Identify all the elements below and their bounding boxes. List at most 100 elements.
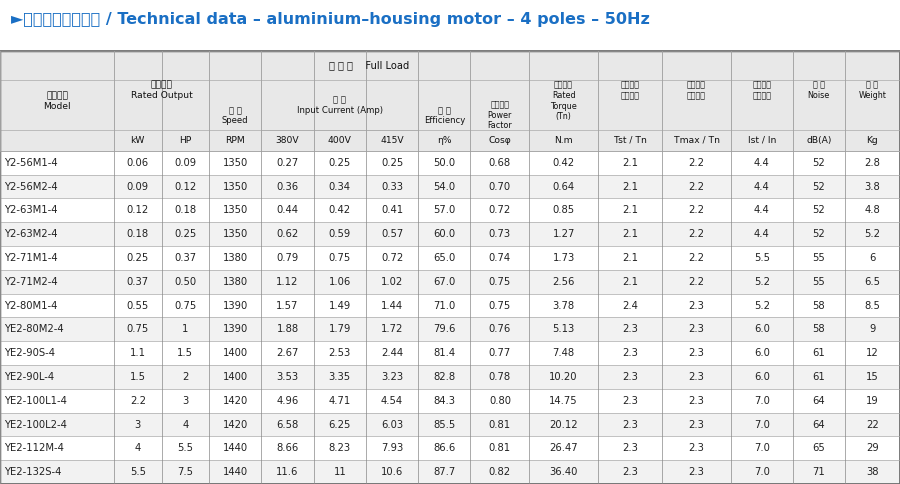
Text: 4.4: 4.4	[754, 229, 770, 239]
Text: 2.3: 2.3	[688, 348, 705, 358]
Text: 堵转转矩
额定转矩: 堵转转矩 额定转矩	[621, 81, 640, 100]
Text: 2.3: 2.3	[622, 348, 638, 358]
Text: 额定转矩
Rated
Torque
(Tn): 额定转矩 Rated Torque (Tn)	[550, 81, 577, 121]
Text: 额定功率
Rated Output: 额定功率 Rated Output	[130, 81, 193, 100]
Text: 12: 12	[866, 348, 878, 358]
Text: 0.75: 0.75	[328, 253, 351, 263]
Text: 87.7: 87.7	[433, 467, 455, 477]
Text: 4: 4	[182, 420, 188, 429]
Text: 1.73: 1.73	[553, 253, 575, 263]
Text: YE2-80M2-4: YE2-80M2-4	[4, 324, 64, 334]
Text: 65.0: 65.0	[433, 253, 455, 263]
Text: Y2-63M1-4: Y2-63M1-4	[4, 205, 58, 215]
Text: 2.2: 2.2	[688, 253, 705, 263]
Text: 4: 4	[135, 443, 141, 454]
Text: 0.37: 0.37	[175, 253, 196, 263]
Text: 5.5: 5.5	[753, 253, 770, 263]
Text: YE2-112M-4: YE2-112M-4	[4, 443, 65, 454]
Text: Y2-56M1-4: Y2-56M1-4	[4, 158, 59, 168]
Text: 2.3: 2.3	[688, 396, 705, 406]
Text: 2.53: 2.53	[328, 348, 351, 358]
Text: 7.93: 7.93	[381, 443, 403, 454]
Text: 电 流
Input Current (Amp): 电 流 Input Current (Amp)	[297, 95, 382, 115]
Text: 11.6: 11.6	[276, 467, 299, 477]
Text: 64: 64	[813, 420, 825, 429]
Text: 64: 64	[813, 396, 825, 406]
Text: 52: 52	[813, 182, 825, 192]
Text: 0.77: 0.77	[489, 348, 511, 358]
Bar	[0, 270, 900, 294]
Text: 61: 61	[813, 372, 825, 382]
Text: 82.8: 82.8	[433, 372, 455, 382]
Text: 2.3: 2.3	[688, 420, 705, 429]
Text: 0.33: 0.33	[381, 182, 403, 192]
Bar	[0, 389, 900, 413]
Text: 8.66: 8.66	[276, 443, 299, 454]
Text: 满 载 时    Full Load: 满 载 时 Full Load	[329, 60, 410, 71]
Text: 1.5: 1.5	[177, 348, 194, 358]
Text: 2.1: 2.1	[622, 253, 638, 263]
Text: 1.1: 1.1	[130, 348, 146, 358]
Text: 6.5: 6.5	[864, 277, 880, 287]
Text: 6: 6	[869, 253, 876, 263]
Text: 5.2: 5.2	[864, 229, 880, 239]
Text: 0.25: 0.25	[381, 158, 403, 168]
Text: 0.76: 0.76	[489, 324, 511, 334]
Text: 38: 38	[866, 467, 878, 477]
Text: 2.4: 2.4	[622, 301, 638, 311]
Text: RPM: RPM	[225, 136, 245, 145]
Text: 6.0: 6.0	[754, 348, 770, 358]
Text: 1.44: 1.44	[381, 301, 403, 311]
Text: 7.5: 7.5	[177, 467, 194, 477]
Text: 0.59: 0.59	[328, 229, 351, 239]
Text: 0.78: 0.78	[489, 372, 511, 382]
Text: 2.2: 2.2	[688, 158, 705, 168]
Text: 4.4: 4.4	[754, 182, 770, 192]
Text: Tmax / Tn: Tmax / Tn	[673, 136, 720, 145]
Text: Y2-71M1-4: Y2-71M1-4	[4, 253, 59, 263]
Text: 15: 15	[866, 372, 878, 382]
Text: 8.5: 8.5	[865, 301, 880, 311]
Text: 1400: 1400	[222, 348, 248, 358]
Text: 0.80: 0.80	[489, 396, 511, 406]
Text: 54.0: 54.0	[433, 182, 455, 192]
Text: 0.09: 0.09	[175, 158, 196, 168]
Text: 0.75: 0.75	[175, 301, 196, 311]
Text: 5.13: 5.13	[553, 324, 575, 334]
Bar	[0, 365, 900, 389]
Text: 14.75: 14.75	[549, 396, 578, 406]
Text: 2.3: 2.3	[622, 420, 638, 429]
Text: 79.6: 79.6	[433, 324, 455, 334]
Text: 2.3: 2.3	[622, 324, 638, 334]
Text: 2.2: 2.2	[688, 277, 705, 287]
Text: 0.74: 0.74	[489, 253, 511, 263]
Text: 9: 9	[869, 324, 876, 334]
Text: 0.85: 0.85	[553, 205, 574, 215]
Text: 1400: 1400	[222, 372, 248, 382]
Text: Cosφ: Cosφ	[489, 136, 511, 145]
Text: 1390: 1390	[222, 324, 248, 334]
Text: 2.3: 2.3	[688, 443, 705, 454]
Text: 转 速
Speed: 转 速 Speed	[222, 106, 248, 125]
Text: 0.41: 0.41	[381, 205, 403, 215]
Text: 2.1: 2.1	[622, 158, 638, 168]
Text: 1420: 1420	[222, 396, 248, 406]
Bar	[0, 294, 900, 318]
Text: 10.6: 10.6	[381, 467, 403, 477]
Text: 0.25: 0.25	[175, 229, 196, 239]
Bar	[0, 151, 900, 175]
Text: ►铝壳电机技术参数 / Technical data – aluminium–housing motor – 4 poles – 50Hz: ►铝壳电机技术参数 / Technical data – aluminium–h…	[11, 12, 650, 27]
Text: Ist / In: Ist / In	[748, 136, 776, 145]
Text: 4.54: 4.54	[381, 396, 403, 406]
Text: 3.78: 3.78	[553, 301, 574, 311]
Text: 6.0: 6.0	[754, 372, 770, 382]
Text: 29: 29	[866, 443, 878, 454]
Text: 0.75: 0.75	[489, 301, 511, 311]
Text: 2.3: 2.3	[622, 467, 638, 477]
Text: 1420: 1420	[222, 420, 248, 429]
Text: 71.0: 71.0	[433, 301, 455, 311]
Text: 1380: 1380	[222, 277, 248, 287]
Text: 3.53: 3.53	[276, 372, 299, 382]
Text: 415V: 415V	[380, 136, 404, 145]
Text: 52: 52	[813, 205, 825, 215]
